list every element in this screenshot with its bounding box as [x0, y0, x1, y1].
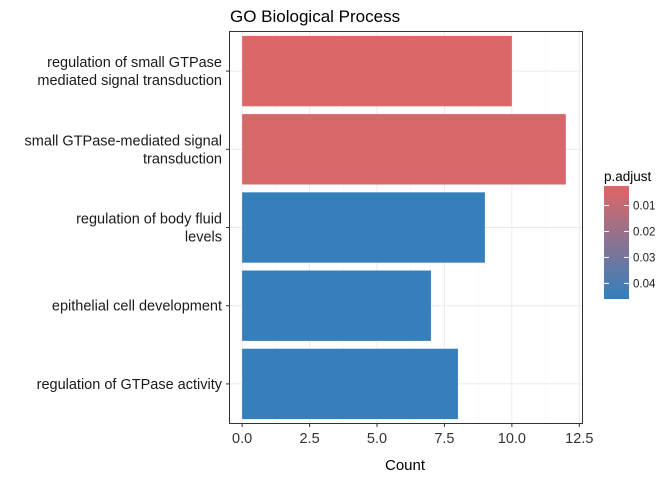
- bar: [242, 348, 458, 420]
- category-label-line: regulation of body fluid: [76, 212, 222, 228]
- category-label-line: regulation of GTPase activity: [37, 377, 223, 393]
- category-label: regulation of small GTPase mediated signa…: [37, 55, 222, 89]
- category-label-line: small GTPase-mediated signal: [25, 133, 222, 149]
- chart-title: GO Biological Process: [230, 7, 400, 26]
- category-label-line: regulation of small GTPase: [47, 55, 222, 71]
- x-tick-label: 0.0: [232, 431, 252, 447]
- category-label-line: epithelial cell development: [52, 299, 222, 315]
- category-label-line: transduction: [143, 151, 222, 167]
- legend: p.adjust 0.01 0.02 0.03 0.04: [604, 169, 656, 299]
- x-axis: 0.0 2.5 5.0 7.5 10.0 12.5: [232, 423, 593, 447]
- x-tick-label: 2.5: [299, 431, 319, 447]
- bar: [242, 270, 431, 341]
- x-tick-label: 5.0: [367, 431, 387, 447]
- x-tick-label: 7.5: [434, 431, 454, 447]
- legend-tick-label: 0.02: [633, 226, 655, 238]
- category-label: regulation of body fluid levels: [76, 212, 222, 246]
- x-tick-label: 10.0: [498, 431, 526, 447]
- y-axis: regulation of small GTPase mediated signa…: [25, 55, 230, 393]
- bar: [242, 35, 512, 107]
- category-label-line: mediated signal transduction: [37, 73, 222, 89]
- legend-tick-label: 0.01: [633, 200, 655, 212]
- category-label-line: levels: [185, 230, 222, 246]
- x-axis-title: Count: [385, 457, 426, 474]
- legend-colorbar: [604, 186, 629, 299]
- category-label: epithelial cell development: [52, 299, 222, 315]
- category-label: small GTPase-mediated signal transduction: [25, 133, 222, 167]
- legend-tick-label: 0.04: [633, 278, 656, 290]
- category-label: regulation of GTPase activity: [37, 377, 223, 393]
- legend-title: p.adjust: [604, 169, 652, 184]
- legend-tick-label: 0.03: [633, 252, 655, 264]
- bar: [242, 114, 566, 185]
- x-tick-label: 12.5: [565, 431, 593, 447]
- bar: [242, 192, 485, 263]
- bars: [242, 35, 566, 420]
